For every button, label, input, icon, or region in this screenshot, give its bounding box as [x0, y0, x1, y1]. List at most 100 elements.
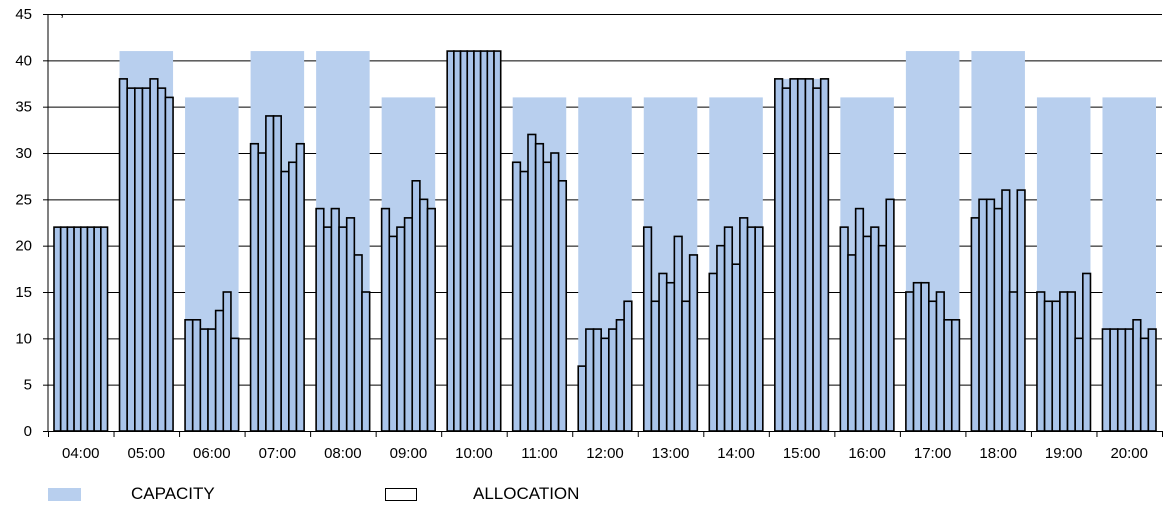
- allocation-bar: [134, 87, 144, 432]
- allocation-bar: [257, 152, 267, 432]
- x-tick-label: 08:00: [324, 445, 362, 462]
- allocation-bar: [149, 78, 159, 432]
- allocation-bar: [819, 78, 830, 432]
- allocation-bar: [1082, 272, 1092, 432]
- allocation-bar: [207, 328, 217, 432]
- x-tick-label: 19:00: [1045, 445, 1083, 462]
- allocation-bar: [519, 170, 529, 432]
- allocation-bar: [912, 281, 922, 432]
- allocation-bar: [796, 78, 807, 432]
- allocation-bar: [839, 226, 849, 432]
- allocation-bar: [550, 152, 560, 432]
- allocation-bar: [73, 226, 82, 432]
- y-tick-label: 0: [24, 423, 32, 440]
- allocation-bar: [446, 50, 455, 432]
- allocation-bar: [642, 226, 653, 432]
- x-tick-label: 13:00: [652, 445, 690, 462]
- allocation-bar: [658, 272, 668, 432]
- allocation-bar: [493, 50, 502, 432]
- allocation-bar: [985, 198, 996, 432]
- allocation-bar: [950, 318, 961, 432]
- allocation-bar: [1124, 328, 1134, 432]
- allocation-bar: [141, 87, 151, 432]
- allocation-bar: [781, 87, 791, 432]
- allocation-bar: [388, 235, 398, 432]
- y-tick-label: 25: [15, 191, 32, 208]
- allocation-bar: [681, 300, 691, 432]
- allocation-bar: [79, 226, 89, 432]
- x-tick-labels: 04:00 05:00 06:00 07:00 08:00 09:00 10:00 11:00…: [62, 445, 1148, 462]
- y-tick-label: 35: [15, 99, 32, 116]
- allocation-bar: [380, 207, 391, 432]
- legend-allocation: ALLOCATION: [385, 482, 579, 506]
- allocation-bar: [870, 226, 880, 432]
- y-tick-label: 15: [15, 284, 32, 301]
- allocation-bar: [993, 207, 1003, 432]
- y-tick-label: 5: [24, 377, 32, 394]
- allocation-bar: [411, 180, 421, 432]
- allocation-bar: [557, 180, 568, 432]
- allocation-bar: [288, 161, 298, 432]
- allocation-bar: [1147, 328, 1157, 432]
- allocation-bar: [511, 161, 522, 432]
- allocation-bar: [230, 337, 240, 432]
- allocation-bar: [156, 87, 167, 432]
- allocation-bar: [330, 207, 340, 432]
- allocation-bar: [1036, 291, 1046, 432]
- allocation-bar: [920, 281, 930, 432]
- allocation-bar: [1132, 318, 1142, 432]
- allocation-bar: [650, 300, 660, 432]
- allocation-bar: [338, 226, 348, 432]
- allocation-bar: [272, 115, 282, 432]
- x-tick-label: 16:00: [848, 445, 886, 462]
- legend-capacity-label: CAPACITY: [131, 484, 215, 503]
- allocation-bar: [585, 328, 595, 432]
- y-tick-labels: 0 5 10 15 20 25 30 35 40 45: [15, 6, 32, 440]
- x-tick-label: 14:00: [717, 445, 755, 462]
- y-tick-label: 20: [15, 238, 32, 255]
- allocation-bar: [1016, 189, 1026, 432]
- allocation-bar: [812, 87, 822, 432]
- allocation-bar: [1008, 291, 1019, 432]
- allocation-bar: [739, 217, 749, 432]
- allocation-bar: [353, 254, 363, 432]
- chart-title-fragment: ,: [60, 3, 64, 20]
- x-tick-label: 20:00: [1110, 445, 1148, 462]
- allocation-bar: [789, 78, 799, 432]
- allocation-bar: [53, 226, 62, 432]
- allocation-bar: [688, 254, 699, 432]
- y-tick-label: 45: [15, 6, 32, 23]
- allocation-bar: [1101, 328, 1111, 432]
- allocation-bar: [804, 78, 814, 432]
- legend-allocation-label: ALLOCATION: [473, 484, 580, 503]
- allocation-bar: [754, 226, 764, 432]
- allocation-bar: [345, 217, 356, 432]
- x-tick-label: 05:00: [128, 445, 166, 462]
- allocation-bar: [100, 226, 109, 432]
- allocation-bar: [93, 226, 102, 432]
- allocation-bar: [527, 133, 537, 432]
- y-tick-label: 10: [15, 330, 32, 347]
- allocation-bar: [426, 207, 436, 432]
- allocation-bar: [928, 300, 938, 432]
- allocation-bar: [66, 226, 75, 432]
- allocation-bar: [164, 96, 174, 432]
- x-tick-label: 06:00: [193, 445, 231, 462]
- allocation-bar: [673, 235, 683, 432]
- allocation-bar: [486, 50, 495, 432]
- allocation-bar: [191, 318, 202, 432]
- allocation-bar: [473, 50, 482, 432]
- allocation-bar: [542, 161, 552, 432]
- allocation-bar: [280, 170, 290, 432]
- allocation-bar: [943, 318, 953, 432]
- allocation-bar: [608, 328, 618, 432]
- allocation-bar: [222, 291, 232, 432]
- allocation-bar: [184, 318, 194, 432]
- x-tick-label: 11:00: [521, 445, 557, 462]
- allocation-bar: [615, 318, 625, 432]
- allocation-bar: [466, 50, 475, 432]
- x-tick-label: 07:00: [259, 445, 297, 462]
- allocation-bar: [600, 337, 610, 432]
- allocation-bar: [396, 226, 406, 432]
- allocation-bar: [322, 226, 333, 432]
